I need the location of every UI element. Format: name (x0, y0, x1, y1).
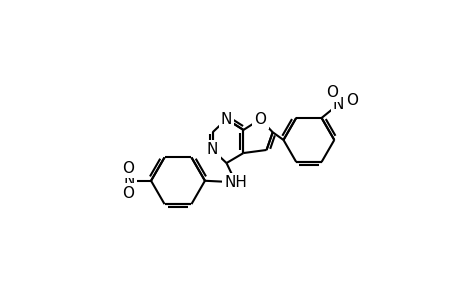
Text: N: N (123, 173, 135, 188)
Text: NH: NH (224, 175, 246, 190)
Text: O: O (254, 112, 266, 127)
Text: N: N (207, 142, 218, 158)
Text: O: O (122, 161, 134, 176)
Text: O: O (122, 186, 134, 201)
Text: N: N (332, 97, 343, 112)
Text: O: O (346, 93, 358, 108)
Text: N: N (220, 112, 232, 127)
Text: O: O (326, 85, 338, 100)
